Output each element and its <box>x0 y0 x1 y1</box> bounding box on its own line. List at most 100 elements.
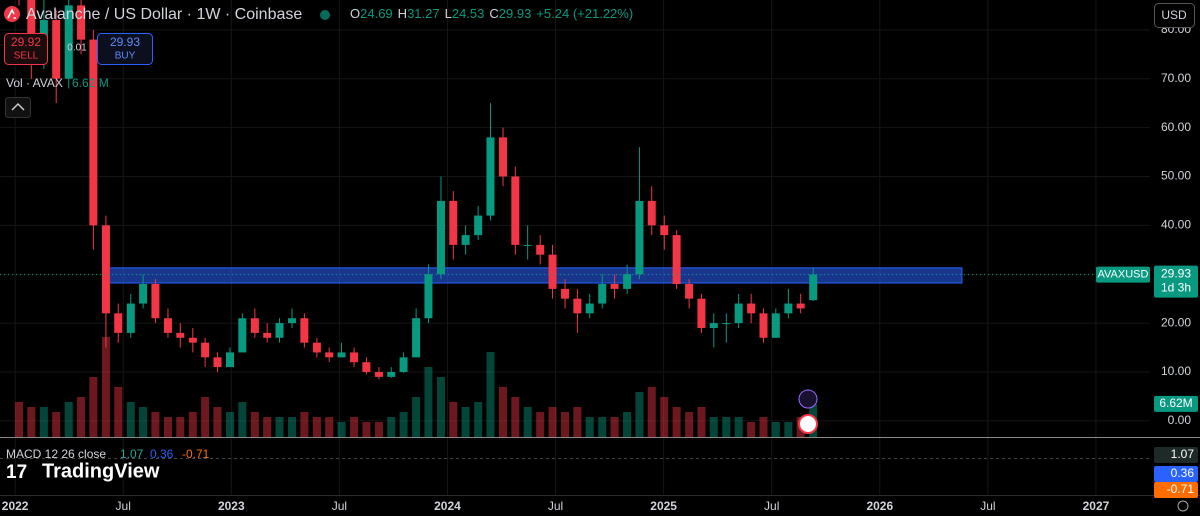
candle-body <box>436 200 445 275</box>
candle-body <box>151 284 160 319</box>
candle-body <box>325 352 334 358</box>
candle-body <box>64 5 73 79</box>
candle-body <box>585 303 594 314</box>
event-icon[interactable] <box>798 389 818 409</box>
x-tick-label: 2023 <box>218 499 245 513</box>
y-tick-label: 0.00 <box>1168 413 1192 427</box>
candle-body <box>126 303 135 333</box>
collapse-button[interactable] <box>5 97 31 118</box>
buy-price: 29.93 <box>110 35 140 49</box>
ohlc-legend: O24.69 H31.27 L24.53 C29.93 +5.24 (+21.22%) <box>350 6 633 21</box>
volume-bar <box>511 397 520 437</box>
x-tick-label: Jul <box>980 499 995 513</box>
market-status <box>320 10 330 20</box>
candle-body <box>747 303 756 314</box>
candle-body <box>163 318 172 333</box>
y-tick-label: 10.00 <box>1161 364 1191 378</box>
candle-body <box>784 303 793 314</box>
x-tick-label: Jul <box>116 499 131 513</box>
volume-bar <box>771 422 780 437</box>
candle-body <box>213 357 222 368</box>
buy-button[interactable] <box>97 33 153 65</box>
volume-bar <box>747 422 756 437</box>
y-tick-label: 20.00 <box>1161 315 1191 329</box>
candle-body <box>647 200 656 226</box>
spread: 0.01 <box>67 43 87 54</box>
settings-icon[interactable] <box>1177 500 1189 512</box>
volume-bar <box>238 402 247 437</box>
volume-bar <box>300 412 309 437</box>
symbol-label: AVAXUSD <box>1098 268 1149 280</box>
volume-bar <box>424 367 433 437</box>
volume-bar <box>436 377 445 437</box>
volume-legend-label: Vol · AVAX <box>6 76 63 90</box>
currency: USD <box>1161 8 1187 22</box>
candle-body <box>697 298 706 328</box>
volume-bar <box>226 412 234 437</box>
candle-body <box>598 284 607 304</box>
logo-glyph <box>7 8 16 19</box>
volume-bar <box>697 407 706 437</box>
volume-bar <box>647 387 656 437</box>
candle-body <box>635 200 644 275</box>
candle-body <box>27 0 36 55</box>
candle-body <box>573 298 582 314</box>
macd-axis-label: 0.36 <box>1171 466 1195 480</box>
volume-label: 6.62M <box>1159 396 1192 410</box>
candle-body <box>511 176 520 245</box>
ohlc-value: 29.93 <box>499 6 532 21</box>
volume-bar <box>585 417 594 437</box>
volume-bar <box>709 417 718 437</box>
volume-bar <box>784 422 793 437</box>
x-tick-label: 2022 <box>2 499 29 513</box>
candle-body <box>201 342 210 358</box>
candle-body <box>796 303 805 309</box>
volume-bar <box>263 417 272 437</box>
volume-bar <box>337 422 346 437</box>
candle-body <box>176 332 185 338</box>
volume-bar <box>635 392 644 437</box>
candle-body <box>374 371 383 377</box>
volume-bar <box>573 407 582 437</box>
ohlc-value: 24.69 <box>360 6 393 21</box>
change: +5.24 (+21.22%) <box>536 6 633 21</box>
candle-body <box>722 323 731 325</box>
volume-bar <box>101 337 110 437</box>
flag-icon[interactable] <box>798 414 818 434</box>
x-tick-label: 2024 <box>434 499 461 513</box>
last-price-tag <box>1154 265 1198 298</box>
title: Avalanche / US Dollar · 1W · Coinbase <box>26 6 302 23</box>
axes: 0.0010.0020.0030.0040.0050.0060.0070.008… <box>2 22 1198 513</box>
candle-body <box>486 137 495 216</box>
candle-body <box>734 303 743 324</box>
volume-bar <box>474 402 483 437</box>
candle-body <box>499 137 508 177</box>
candle-body <box>685 284 694 299</box>
ohlc-key: H <box>398 6 407 21</box>
countdown: 1d 3h <box>1161 281 1191 295</box>
macd-tag <box>1154 466 1198 482</box>
volume-legend-value: 6.62 M <box>72 76 109 90</box>
candle-body <box>114 313 123 333</box>
candle-body <box>275 323 284 338</box>
currency-button[interactable] <box>1154 3 1195 28</box>
x-tick-label: Jul <box>548 499 563 513</box>
candle-body <box>523 244 532 246</box>
candle-body <box>52 20 61 79</box>
candle-body <box>623 274 632 289</box>
sell-button[interactable] <box>4 33 48 65</box>
candle-body <box>536 244 545 255</box>
volume-bar <box>387 417 396 437</box>
y-tick-label: 60.00 <box>1161 120 1191 134</box>
price-zone <box>107 267 963 284</box>
volume-bar <box>461 407 470 437</box>
candle-body <box>474 215 483 236</box>
volume-bar <box>734 417 743 437</box>
candle-body <box>77 5 86 40</box>
volume-bar <box>39 407 48 437</box>
volume-bar <box>548 407 557 437</box>
macd-label: MACD 12 26 close <box>6 447 106 461</box>
ohlc-value: 31.27 <box>407 6 440 21</box>
